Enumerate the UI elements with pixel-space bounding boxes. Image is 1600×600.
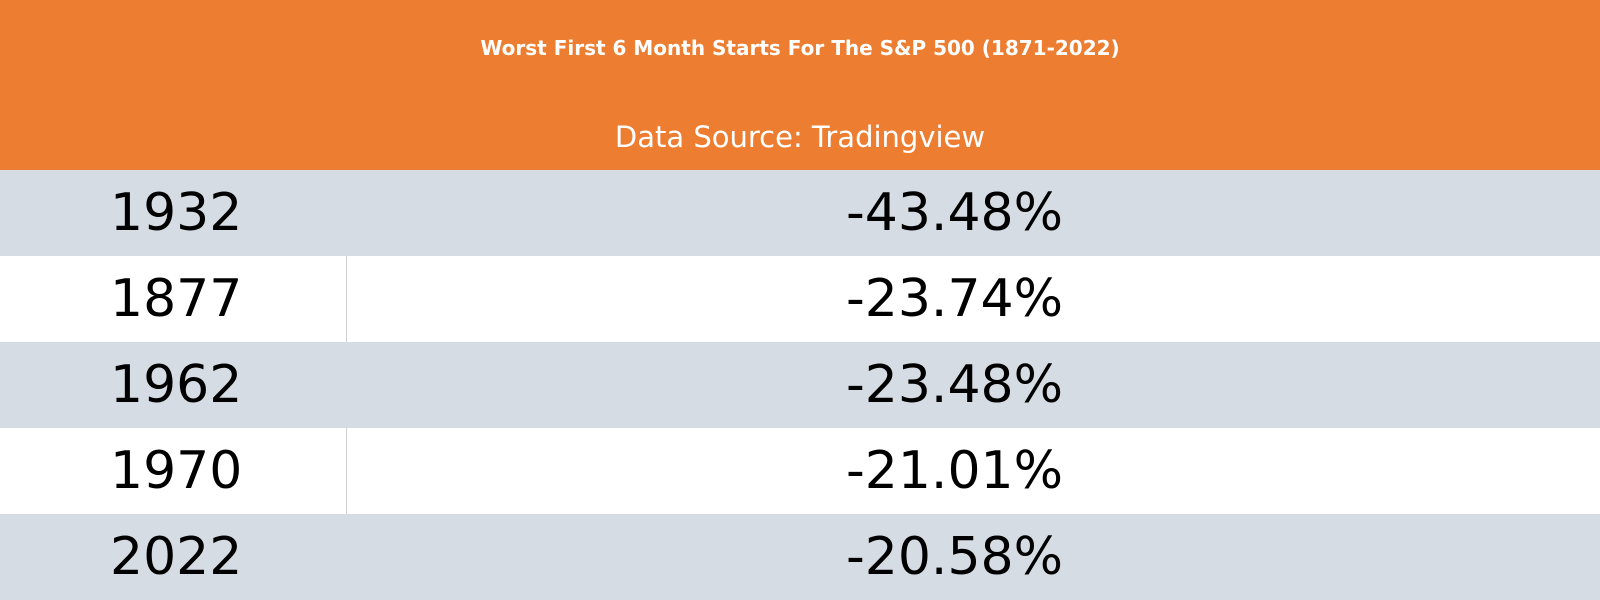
table-row: 2022 -20.58%: [0, 514, 1600, 600]
year-cell: 2022: [110, 527, 243, 587]
table-title: Worst First 6 Month Starts For The S&P 5…: [480, 36, 1120, 60]
return-value-cell: -23.74%: [846, 269, 1064, 329]
table-header: Worst First 6 Month Starts For The S&P 5…: [0, 0, 1600, 170]
table-row: 1877 -23.74%: [0, 256, 1600, 342]
table-row: 1932 -43.48%: [0, 170, 1600, 256]
return-value-cell: -21.01%: [846, 441, 1064, 501]
year-cell: 1932: [110, 183, 243, 243]
return-value-cell: -23.48%: [846, 355, 1064, 415]
return-value-cell: -43.48%: [846, 183, 1064, 243]
year-cell: 1962: [110, 355, 243, 415]
column-divider: [346, 256, 347, 342]
return-value-cell: -20.58%: [846, 527, 1064, 587]
column-divider: [346, 428, 347, 514]
year-cell: 1970: [110, 441, 243, 501]
table-row: 1962 -23.48%: [0, 342, 1600, 428]
table-row: 1970 -21.01%: [0, 428, 1600, 514]
data-source-label: Data Source: Tradingview: [614, 120, 986, 154]
year-cell: 1877: [110, 269, 243, 329]
